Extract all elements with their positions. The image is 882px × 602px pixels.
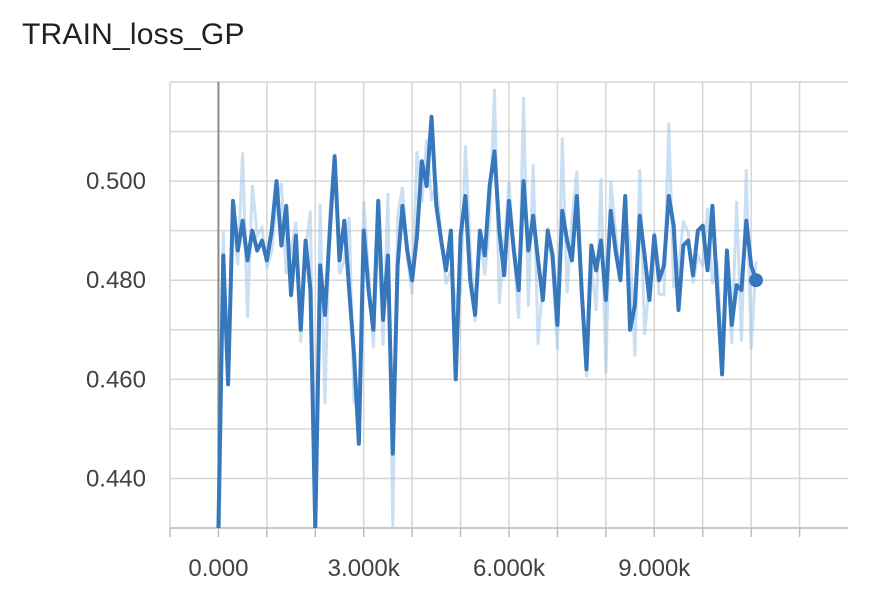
series-line [216,114,758,528]
chart-title: TRAIN_loss_GP [22,18,245,51]
y-tick-label: 0.500 [86,168,146,195]
series-raw-line [218,88,758,528]
x-tick-label: 3.000k [328,555,401,582]
series-group [216,88,763,528]
x-tick-label: 6.000k [473,555,546,582]
x-tick-label: 0.000 [188,555,248,582]
y-tick-label: 0.460 [86,366,146,393]
y-tick-label: 0.440 [86,465,146,492]
y-tick-label: 0.480 [86,267,146,294]
x-tick-label: 9.000k [618,555,691,582]
last-point-marker [748,273,763,288]
